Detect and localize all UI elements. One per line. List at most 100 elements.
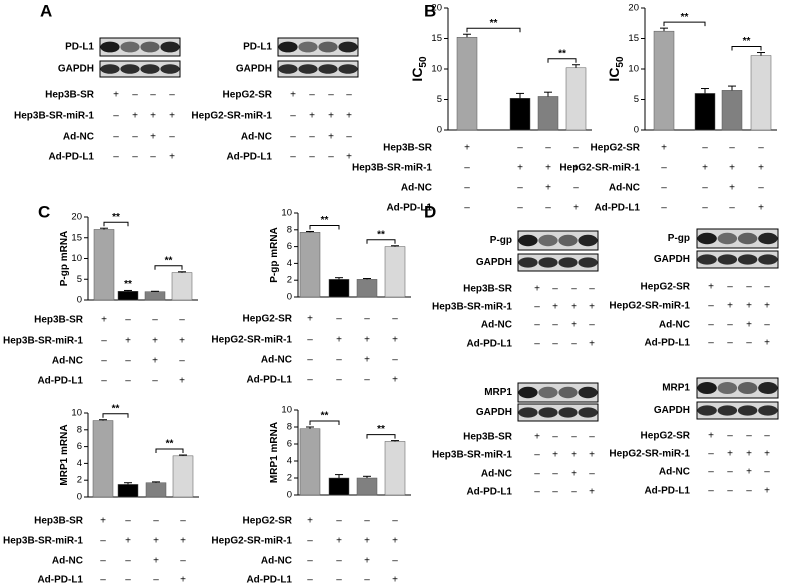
condition-sign: +	[764, 301, 770, 312]
bar	[92, 420, 114, 498]
condition-sign: +	[729, 183, 735, 194]
condition-sign: –	[392, 556, 398, 567]
condition-label: Hep3B-SR-miR-1	[3, 536, 83, 547]
condition-sign: –	[125, 376, 131, 387]
bar	[509, 98, 531, 131]
condition-label: Hep3B-SR-miR-1	[432, 302, 512, 313]
condition-sign: –	[534, 302, 540, 313]
condition-sign: –	[180, 516, 186, 527]
y-tick-label: 15	[71, 232, 82, 243]
condition-label: Ad-NC	[261, 355, 292, 366]
blot-frame	[517, 230, 599, 251]
condition-sign: –	[534, 469, 540, 480]
y-tick-label: 10	[281, 208, 292, 219]
condition-label: Ad-PD-L1	[644, 338, 690, 349]
blot-band	[558, 407, 578, 418]
condition-sign: –	[517, 143, 523, 154]
condition-sign: +	[392, 335, 398, 346]
condition-label: Hep3B-SR	[34, 516, 84, 527]
significance: **	[321, 411, 329, 422]
blot-band	[518, 257, 538, 268]
condition-sign: +	[346, 111, 352, 122]
blot-band	[717, 382, 738, 394]
blot-band	[578, 407, 598, 418]
blot-band	[578, 386, 598, 399]
band-label: GAPDH	[476, 257, 512, 268]
y-tick-label: 10	[431, 64, 442, 75]
condition-sign: –	[746, 338, 752, 349]
y-tick-label: 2	[287, 473, 292, 484]
condition-sign: –	[727, 338, 733, 349]
condition-sign: –	[702, 203, 708, 214]
blot-band	[338, 41, 358, 53]
condition-label: Ad-PD-L1	[37, 575, 83, 586]
condition-sign: +	[392, 375, 398, 386]
condition-sign: –	[101, 336, 107, 347]
y-tick-label: 5	[437, 94, 442, 105]
condition-sign: +	[729, 163, 735, 174]
condition-sign: +	[328, 132, 334, 143]
y-tick-label: 2	[287, 275, 292, 286]
condition-sign: –	[290, 152, 296, 163]
condition-sign: +	[152, 336, 158, 347]
condition-sign: +	[290, 90, 296, 101]
condition-sign: +	[101, 315, 107, 326]
bar	[456, 37, 478, 131]
condition-sign: –	[764, 431, 770, 442]
condition-label: HepG2-SR-miR-1	[559, 163, 640, 174]
condition-sign: +	[764, 486, 770, 497]
condition-sign: +	[153, 536, 159, 547]
y-axis-label: P-gp mRNA	[269, 227, 280, 283]
blot-frame	[277, 60, 359, 78]
blot-frame	[696, 250, 779, 269]
condition-sign: –	[101, 356, 107, 367]
condition-label: Ad-NC	[401, 183, 432, 194]
blot-frame	[99, 60, 181, 78]
condition-sign: +	[589, 339, 595, 350]
condition-sign: –	[169, 90, 175, 101]
condition-sign: +	[100, 516, 106, 527]
significance: **	[377, 424, 385, 435]
condition-sign: –	[552, 432, 558, 443]
condition-sign: –	[534, 450, 540, 461]
condition-sign: +	[152, 356, 158, 367]
y-tick-label: 10	[71, 253, 82, 264]
condition-label: Ad-NC	[52, 556, 83, 567]
band-label: P-gp	[490, 235, 512, 246]
blot-band	[120, 41, 140, 53]
condition-sign: –	[132, 152, 138, 163]
significance-bracket	[102, 413, 129, 418]
condition-sign: –	[589, 432, 595, 443]
condition-label: Hep3B-SR-miR-1	[3, 336, 83, 347]
condition-sign: +	[571, 320, 577, 331]
y-axis-label-main: IC	[409, 68, 425, 82]
condition-sign: –	[100, 575, 106, 586]
y-tick-label: 15	[628, 33, 639, 44]
condition-sign: –	[727, 320, 733, 331]
condition-label: Ad-PD-L1	[594, 203, 640, 214]
condition-sign: –	[392, 355, 398, 366]
condition-sign: –	[328, 90, 334, 101]
condition-sign: –	[100, 556, 106, 567]
blot-band	[578, 234, 598, 247]
band-label: P-gp	[668, 233, 690, 244]
condition-sign: –	[346, 90, 352, 101]
blot-band	[100, 64, 120, 74]
condition-sign: –	[346, 132, 352, 143]
condition-sign: –	[571, 432, 577, 443]
condition-sign: –	[364, 375, 370, 386]
condition-label: Hep3B-SR-miR-1	[14, 111, 94, 122]
condition-label: Ad-PD-L1	[48, 152, 94, 163]
condition-sign: –	[545, 143, 551, 154]
condition-sign: +	[571, 450, 577, 461]
condition-sign: +	[727, 449, 733, 460]
condition-sign: +	[571, 302, 577, 313]
significance: **	[681, 12, 689, 23]
band-label: GAPDH	[654, 254, 690, 265]
condition-label: HepG2-SR-miR-1	[211, 335, 292, 346]
condition-sign: +	[150, 132, 156, 143]
condition-label: HepG2-SR	[243, 314, 293, 325]
bar	[356, 477, 378, 496]
condition-sign: +	[364, 536, 370, 547]
bar	[299, 428, 321, 496]
